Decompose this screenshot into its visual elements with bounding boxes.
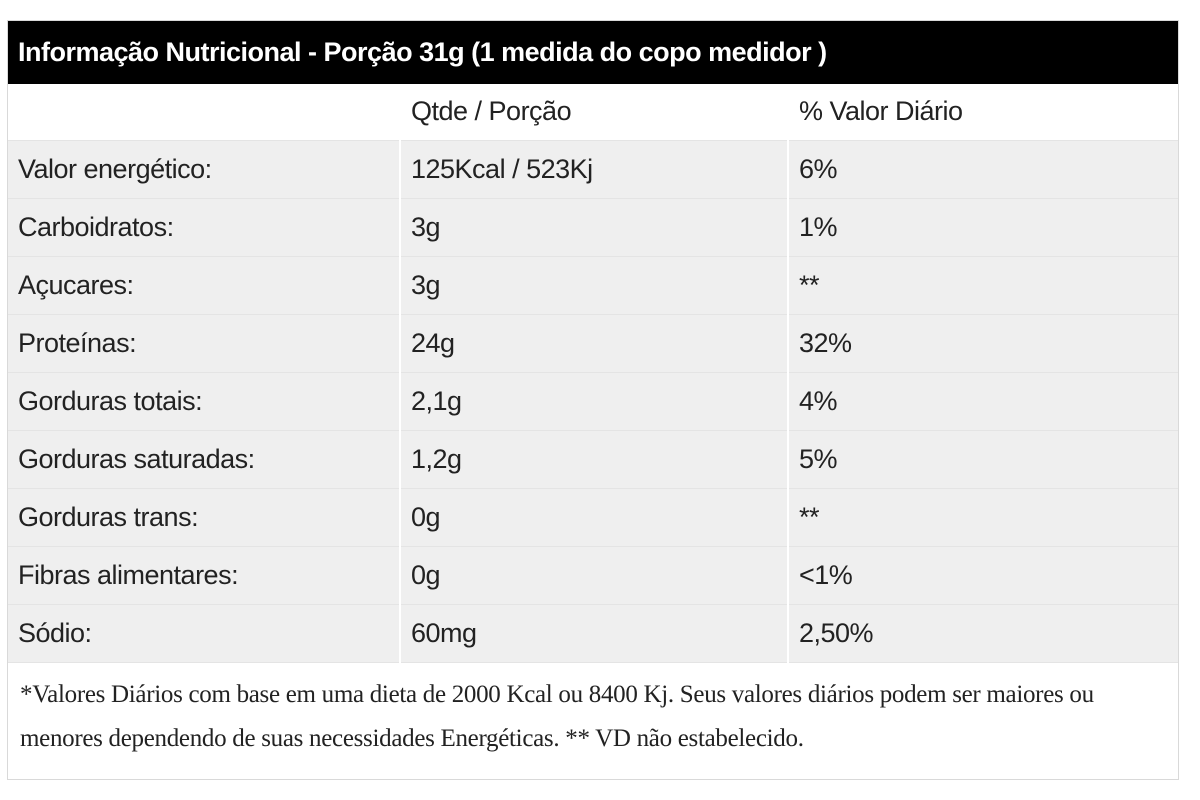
header-amount: Qtde / Porção — [400, 84, 789, 141]
nutrient-daily-value: 1% — [788, 198, 1178, 257]
nutrition-title: Informação Nutricional - Porção 31g (1 m… — [8, 21, 1178, 84]
nutrient-amount: 0g — [400, 488, 789, 547]
footnote-line-2: menores dependendo de suas necessidades … — [20, 724, 804, 752]
nutrition-table: Qtde / Porção % Valor Diário Valor energ… — [8, 84, 1178, 663]
nutrient-amount: 0g — [400, 546, 789, 605]
nutrient-daily-value: 5% — [788, 430, 1178, 489]
nutrient-daily-value: 32% — [788, 314, 1178, 373]
nutrient-name: Fibras alimentares: — [8, 546, 401, 605]
table-row: Proteínas: 24g 32% — [8, 314, 1178, 373]
nutrition-facts-panel: Informação Nutricional - Porção 31g (1 m… — [7, 20, 1179, 780]
nutrient-daily-value: 2,50% — [788, 604, 1178, 663]
footnote-line-1: *Valores Diários com base em uma dieta d… — [20, 680, 1094, 708]
nutrient-amount: 125Kcal / 523Kj — [400, 140, 789, 199]
footnote: *Valores Diários com base em uma dieta d… — [8, 663, 1178, 761]
nutrient-daily-value: ** — [788, 488, 1178, 547]
nutrient-amount: 2,1g — [400, 372, 789, 431]
header-daily-value: % Valor Diário — [788, 84, 1178, 141]
table-row: Gorduras saturadas: 1,2g 5% — [8, 430, 1178, 489]
nutrient-amount: 60mg — [400, 604, 789, 663]
nutrient-name: Gorduras saturadas: — [8, 430, 401, 489]
nutrient-name: Açucares: — [8, 256, 401, 315]
table-row: Carboidratos: 3g 1% — [8, 198, 1178, 257]
nutrient-amount: 24g — [400, 314, 789, 373]
nutrient-daily-value: ** — [788, 256, 1178, 315]
nutrient-name: Valor energético: — [8, 140, 401, 199]
nutrient-amount: 3g — [400, 198, 789, 257]
nutrient-daily-value: 4% — [788, 372, 1178, 431]
table-row: Gorduras trans: 0g ** — [8, 488, 1178, 547]
nutrient-name: Sódio: — [8, 604, 401, 663]
nutrient-name: Gorduras totais: — [8, 372, 401, 431]
nutrient-name: Proteínas: — [8, 314, 401, 373]
table-row: Fibras alimentares: 0g <1% — [8, 546, 1178, 605]
nutrient-amount: 3g — [400, 256, 789, 315]
nutrient-daily-value: 6% — [788, 140, 1178, 199]
nutrient-amount: 1,2g — [400, 430, 789, 489]
header-nutrient — [8, 84, 401, 141]
table-row: Gorduras totais: 2,1g 4% — [8, 372, 1178, 431]
nutrient-name: Gorduras trans: — [8, 488, 401, 547]
table-header-row: Qtde / Porção % Valor Diário — [8, 84, 1178, 141]
table-row: Sódio: 60mg 2,50% — [8, 604, 1178, 663]
nutrient-daily-value: <1% — [788, 546, 1178, 605]
table-row: Valor energético: 125Kcal / 523Kj 6% — [8, 140, 1178, 199]
nutrient-name: Carboidratos: — [8, 198, 401, 257]
table-row: Açucares: 3g ** — [8, 256, 1178, 315]
